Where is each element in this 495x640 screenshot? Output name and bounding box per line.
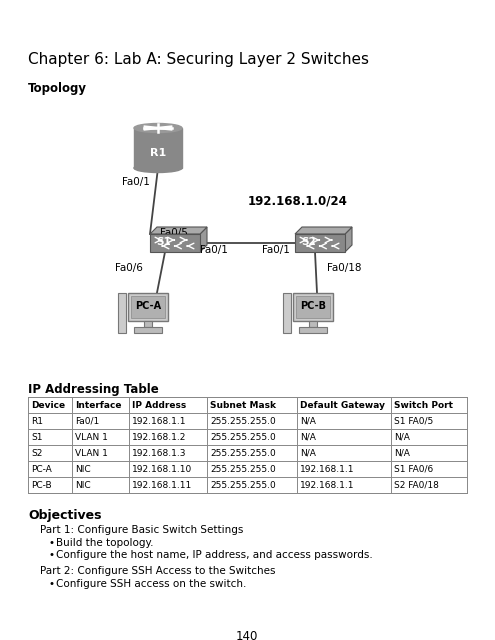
Text: S1 FA0/6: S1 FA0/6 <box>394 465 434 474</box>
Text: Topology: Topology <box>28 82 87 95</box>
Text: VLAN 1: VLAN 1 <box>75 449 107 458</box>
FancyBboxPatch shape <box>118 293 126 333</box>
Text: NIC: NIC <box>75 481 90 490</box>
Text: Fa0/1: Fa0/1 <box>200 245 228 255</box>
Text: Objectives: Objectives <box>28 509 101 522</box>
Text: 140: 140 <box>236 630 258 640</box>
Text: R1: R1 <box>150 148 166 158</box>
Text: 192.168.1.0/24: 192.168.1.0/24 <box>248 195 348 208</box>
Text: IP Addressing Table: IP Addressing Table <box>28 383 159 396</box>
Text: 255.255.255.0: 255.255.255.0 <box>210 417 276 426</box>
Text: S1 FA0/5: S1 FA0/5 <box>394 417 434 426</box>
FancyBboxPatch shape <box>144 321 152 327</box>
FancyBboxPatch shape <box>309 321 317 327</box>
Text: 255.255.255.0: 255.255.255.0 <box>210 481 276 490</box>
Text: PC-A: PC-A <box>31 465 52 474</box>
Text: R1: R1 <box>31 417 43 426</box>
Text: Part 2: Configure SSH Access to the Switches: Part 2: Configure SSH Access to the Swit… <box>40 566 276 576</box>
Text: IP Address: IP Address <box>132 401 187 410</box>
Text: S1: S1 <box>31 433 43 442</box>
Text: S2: S2 <box>31 449 43 458</box>
Text: Configure SSH access on the switch.: Configure SSH access on the switch. <box>56 579 247 589</box>
FancyBboxPatch shape <box>283 293 291 333</box>
Text: 255.255.255.0: 255.255.255.0 <box>210 433 276 442</box>
FancyBboxPatch shape <box>28 397 467 493</box>
FancyBboxPatch shape <box>299 327 327 333</box>
Text: 192.168.1.1: 192.168.1.1 <box>300 481 354 490</box>
Text: Switch Port: Switch Port <box>394 401 453 410</box>
Text: PC-A: PC-A <box>135 301 161 311</box>
FancyBboxPatch shape <box>295 234 345 252</box>
Text: Fa0/18: Fa0/18 <box>327 263 361 273</box>
Text: Fa0/6: Fa0/6 <box>115 263 143 273</box>
Text: Subnet Mask: Subnet Mask <box>210 401 276 410</box>
Text: 192.168.1.1: 192.168.1.1 <box>300 465 354 474</box>
Text: 192.168.1.3: 192.168.1.3 <box>132 449 187 458</box>
Text: 192.168.1.1: 192.168.1.1 <box>132 417 187 426</box>
Text: Fa0/1: Fa0/1 <box>122 177 150 187</box>
Text: NIC: NIC <box>75 465 90 474</box>
Text: S2 FA0/18: S2 FA0/18 <box>394 481 439 490</box>
Text: PC-B: PC-B <box>31 481 51 490</box>
Text: •: • <box>48 550 54 560</box>
Text: Default Gateway: Default Gateway <box>300 401 385 410</box>
FancyBboxPatch shape <box>128 293 168 321</box>
Text: Fa0/1: Fa0/1 <box>75 417 99 426</box>
FancyBboxPatch shape <box>296 296 330 318</box>
Text: Interface: Interface <box>75 401 121 410</box>
Polygon shape <box>200 227 207 252</box>
Text: Chapter 6: Lab A: Securing Layer 2 Switches: Chapter 6: Lab A: Securing Layer 2 Switc… <box>28 52 369 67</box>
FancyBboxPatch shape <box>134 327 162 333</box>
Text: N/A: N/A <box>394 433 410 442</box>
Text: PC-B: PC-B <box>300 301 326 311</box>
Text: Fa0/5: Fa0/5 <box>160 228 188 238</box>
Text: S1: S1 <box>156 237 171 247</box>
Text: 192.168.1.11: 192.168.1.11 <box>132 481 193 490</box>
Text: •: • <box>48 538 54 548</box>
FancyBboxPatch shape <box>293 293 333 321</box>
Text: N/A: N/A <box>300 417 316 426</box>
Text: Configure the host name, IP address, and access passwords.: Configure the host name, IP address, and… <box>56 550 373 560</box>
Polygon shape <box>134 128 182 168</box>
Text: N/A: N/A <box>394 449 410 458</box>
Text: N/A: N/A <box>300 449 316 458</box>
FancyBboxPatch shape <box>150 234 200 252</box>
Polygon shape <box>345 227 352 252</box>
Ellipse shape <box>134 124 182 132</box>
Text: 192.168.1.10: 192.168.1.10 <box>132 465 193 474</box>
Text: 255.255.255.0: 255.255.255.0 <box>210 449 276 458</box>
Text: N/A: N/A <box>300 433 316 442</box>
Text: 192.168.1.2: 192.168.1.2 <box>132 433 187 442</box>
Ellipse shape <box>134 163 182 173</box>
Text: S2: S2 <box>301 237 316 247</box>
Text: VLAN 1: VLAN 1 <box>75 433 107 442</box>
Text: 255.255.255.0: 255.255.255.0 <box>210 465 276 474</box>
Text: •: • <box>48 579 54 589</box>
Polygon shape <box>150 227 207 234</box>
Text: Device: Device <box>31 401 65 410</box>
FancyBboxPatch shape <box>131 296 165 318</box>
Polygon shape <box>295 227 352 234</box>
Text: Build the topology.: Build the topology. <box>56 538 153 548</box>
Text: Fa0/1: Fa0/1 <box>262 245 290 255</box>
Text: Part 1: Configure Basic Switch Settings: Part 1: Configure Basic Switch Settings <box>40 525 244 535</box>
